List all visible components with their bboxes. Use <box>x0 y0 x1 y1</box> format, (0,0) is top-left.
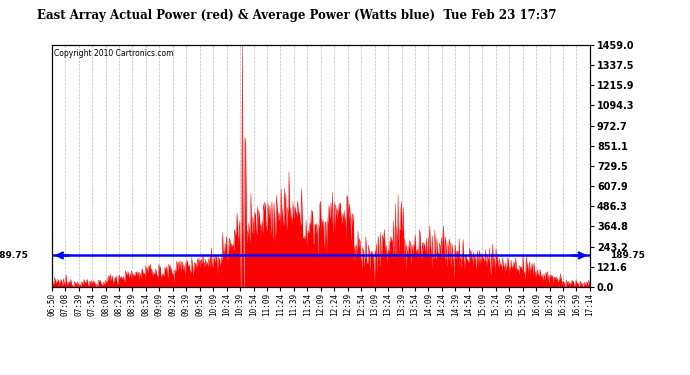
Text: 189.75: 189.75 <box>610 251 645 260</box>
Text: Copyright 2010 Cartronics.com: Copyright 2010 Cartronics.com <box>55 49 174 58</box>
Text: 189.75: 189.75 <box>0 251 28 260</box>
Text: East Array Actual Power (red) & Average Power (Watts blue)  Tue Feb 23 17:37: East Array Actual Power (red) & Average … <box>37 9 556 22</box>
